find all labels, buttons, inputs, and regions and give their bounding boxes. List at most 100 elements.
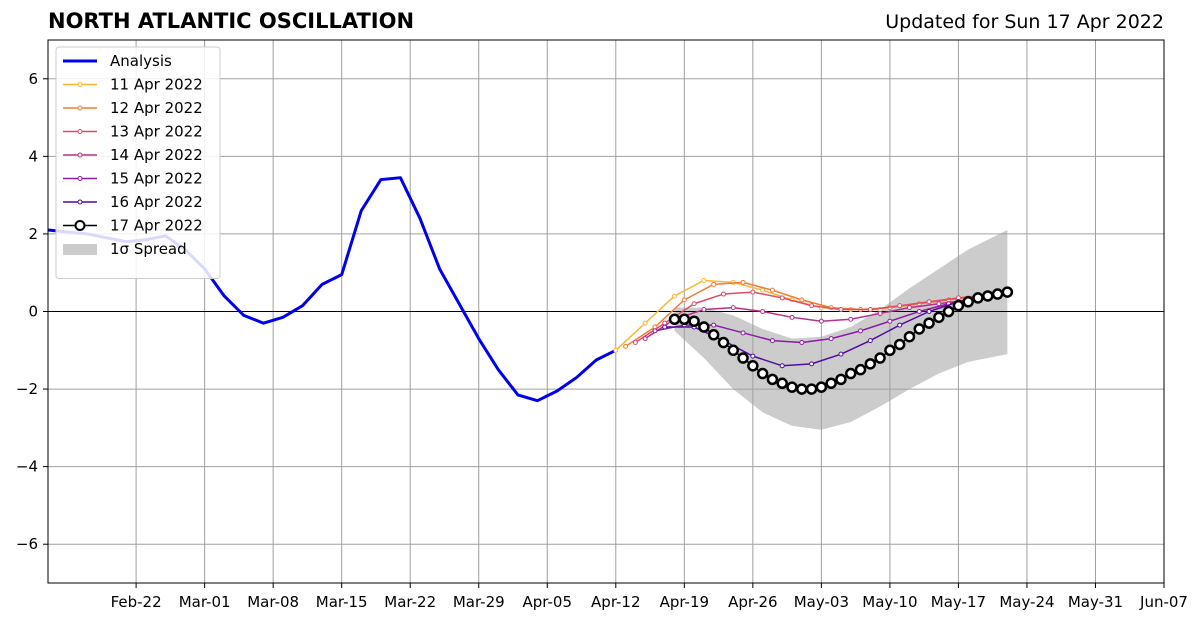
data-point <box>662 324 668 330</box>
spread-band-layer <box>674 230 1008 430</box>
data-point <box>786 381 798 393</box>
y-tick-label: 2 <box>28 225 38 243</box>
data-point <box>760 287 766 293</box>
data-point <box>926 309 932 314</box>
y-tick-label: −4 <box>16 458 38 476</box>
data-point <box>952 299 965 312</box>
data-point <box>884 344 896 357</box>
data-point <box>897 322 903 328</box>
x-tick-label: Apr-12 <box>591 593 641 611</box>
data-point <box>737 352 749 364</box>
data-point <box>887 318 893 324</box>
chart-title: NORTH ATLANTIC OSCILLATION <box>48 9 415 33</box>
data-point <box>747 360 759 372</box>
x-tick-label: Feb-22 <box>111 593 162 611</box>
legend-label: 14 Apr 2022 <box>110 146 203 164</box>
data-point <box>874 352 886 364</box>
data-point <box>776 377 788 390</box>
legend-label: 15 Apr 2022 <box>110 170 203 188</box>
y-tick-label: −6 <box>16 535 38 553</box>
data-point <box>796 383 808 395</box>
data-point <box>740 330 746 336</box>
data-point <box>766 373 779 386</box>
data-point <box>727 344 740 357</box>
x-tick-label: May-03 <box>794 593 849 611</box>
data-point <box>779 363 785 369</box>
data-point <box>678 313 691 326</box>
data-point <box>707 329 720 341</box>
data-point <box>942 305 955 318</box>
x-tick-label: May-24 <box>999 593 1054 611</box>
data-point <box>972 292 984 304</box>
data-point <box>858 328 864 334</box>
data-point <box>815 381 828 393</box>
data-point <box>825 377 837 390</box>
chart-subtitle: Updated for Sun 17 Apr 2022 <box>885 11 1164 33</box>
data-point <box>701 307 707 313</box>
x-tick-label: May-17 <box>931 593 986 611</box>
data-point <box>864 358 877 370</box>
data-point <box>668 313 681 326</box>
data-point <box>854 363 867 376</box>
legend-label: 16 Apr 2022 <box>110 193 203 211</box>
data-point <box>789 314 795 320</box>
data-point <box>867 307 873 313</box>
data-point <box>681 297 687 303</box>
data-point <box>750 289 756 295</box>
data-point <box>916 309 922 314</box>
x-tick-label: May-31 <box>1068 593 1123 611</box>
y-tick-label: 6 <box>28 70 38 88</box>
data-point <box>698 321 710 333</box>
data-point <box>730 305 736 311</box>
data-point <box>779 295 785 301</box>
data-point <box>903 330 916 343</box>
x-tick-label: May-10 <box>862 593 917 611</box>
data-point <box>838 351 844 357</box>
data-point <box>711 281 717 287</box>
data-point <box>701 277 707 283</box>
data-point <box>893 338 906 351</box>
data-point <box>799 297 805 303</box>
data-point <box>933 311 945 324</box>
legend-marker <box>77 82 83 87</box>
data-point <box>926 299 932 305</box>
data-point <box>711 322 717 328</box>
legend-marker <box>77 129 83 134</box>
data-point <box>906 305 912 311</box>
data-point <box>828 336 834 342</box>
data-point <box>740 279 746 285</box>
legend-box <box>55 46 221 279</box>
x-tick-label: Mar-22 <box>384 593 436 611</box>
data-point <box>688 315 700 327</box>
legend-label: 1σ Spread <box>110 240 187 258</box>
legend-marker <box>74 220 86 231</box>
data-point <box>982 290 994 302</box>
data-point <box>672 293 678 299</box>
legend-label: 11 Apr 2022 <box>110 76 203 94</box>
x-tick-label: Mar-29 <box>453 593 505 611</box>
legend-marker <box>77 199 83 205</box>
spread-band <box>674 230 1008 430</box>
y-tick-label: 0 <box>28 303 38 321</box>
x-tick-label: Apr-26 <box>728 593 778 611</box>
legend-marker <box>77 152 83 158</box>
data-point <box>805 383 818 395</box>
legend-label: 12 Apr 2022 <box>110 99 203 117</box>
legend-label: 17 Apr 2022 <box>110 217 203 235</box>
data-point <box>769 338 775 344</box>
data-point <box>642 320 648 326</box>
legend-label: 13 Apr 2022 <box>110 123 203 141</box>
data-point <box>809 361 815 367</box>
x-tick-label: Apr-19 <box>660 593 710 611</box>
data-point <box>632 340 638 346</box>
data-point <box>756 367 769 380</box>
data-point <box>1001 286 1014 298</box>
data-point <box>962 296 974 308</box>
data-point <box>691 301 697 307</box>
data-point <box>838 307 844 313</box>
y-tick-label: −2 <box>16 380 38 398</box>
data-point <box>760 309 766 314</box>
data-point <box>897 303 903 309</box>
data-point <box>818 318 824 324</box>
